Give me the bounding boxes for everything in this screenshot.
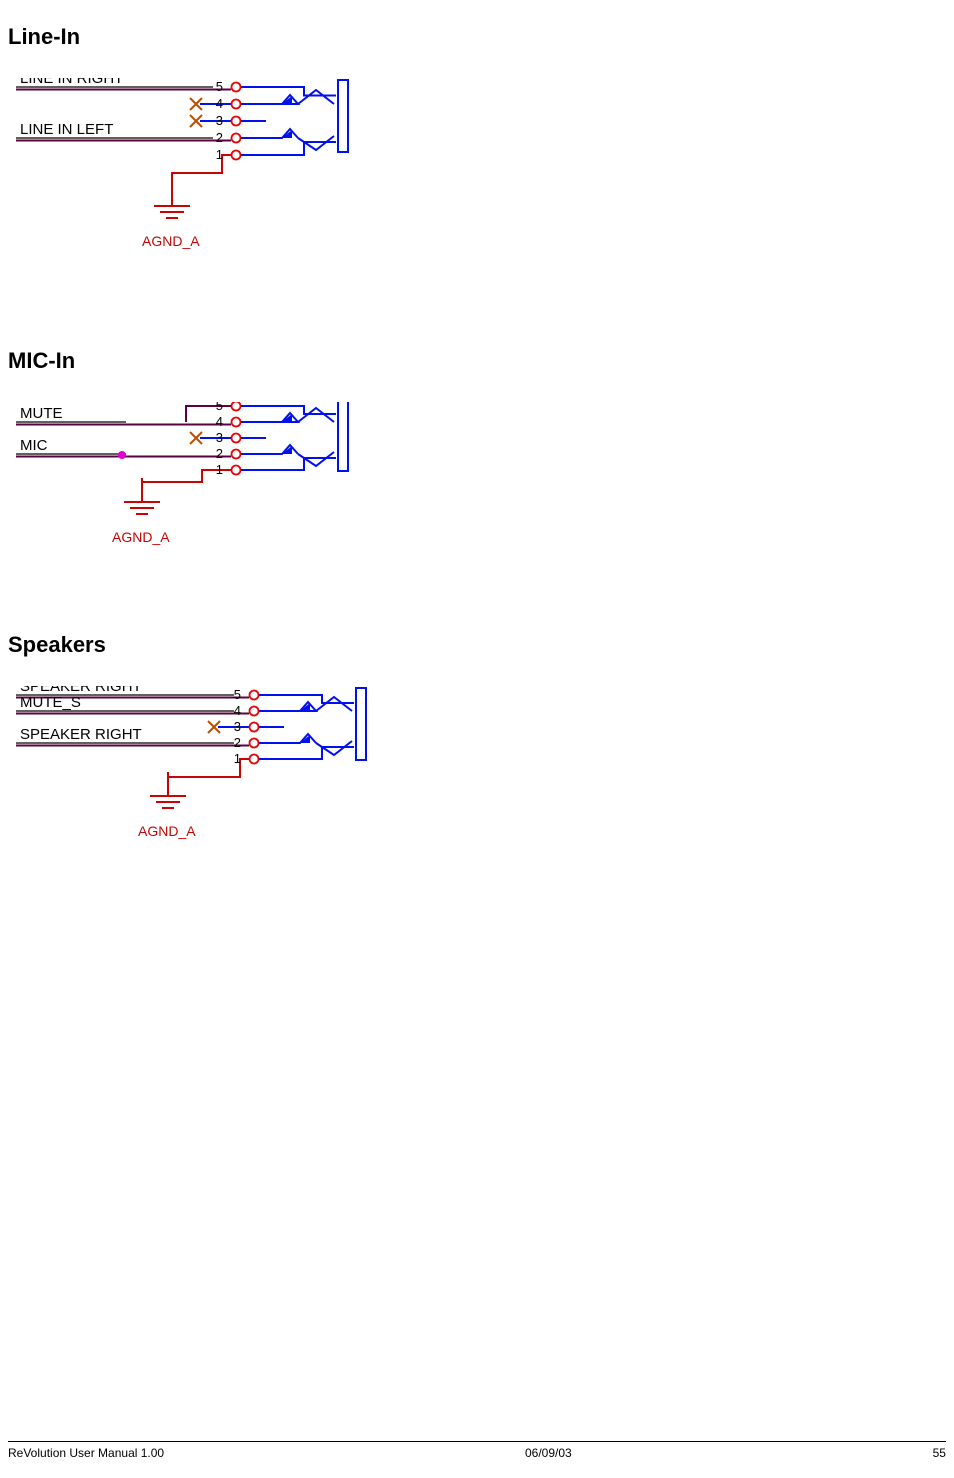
pin-number: 2 <box>234 735 241 750</box>
footer-center: 06/09/03 <box>525 1446 572 1460</box>
section-title-speakers: Speakers <box>8 632 946 658</box>
signal-line-in-right: LINE IN RIGHT <box>20 78 123 87</box>
page-footer: ReVolution User Manual 1.00 06/09/03 55 <box>8 1441 946 1460</box>
footer-left: ReVolution User Manual 1.00 <box>8 1446 164 1460</box>
signal-speaker-right: SPEAKER RIGHT <box>20 726 142 743</box>
footer-right: 55 <box>933 1446 946 1460</box>
pin-number: 5 <box>234 687 241 702</box>
section-title-micin: MIC-In <box>8 348 946 374</box>
pin-number: 5 <box>216 79 223 94</box>
agnd-label: AGND_A <box>138 823 196 839</box>
pin-number: 1 <box>216 147 223 162</box>
agnd-label: AGND_A <box>112 529 170 545</box>
pin-number: 4 <box>216 414 223 429</box>
pin-number: 2 <box>216 130 223 145</box>
signal-mute: MUTE <box>20 405 63 422</box>
pin-number: 4 <box>216 96 223 111</box>
pin-number: 1 <box>216 462 223 477</box>
diagram-linein: LINE IN RIGHT LINE IN LEFT AGND_A 1 2 3 4 5 <box>8 78 448 278</box>
pin-number: 3 <box>216 113 223 128</box>
signal-mute-s: MUTE_S <box>20 694 81 711</box>
pin-number: 5 <box>216 402 223 413</box>
pin-number: 1 <box>234 751 241 766</box>
pin-number: 2 <box>216 446 223 461</box>
signal-line-in-left: LINE IN LEFT <box>20 121 113 138</box>
diagram-micin: MUTE MIC AGND_A 12345 <box>8 402 448 572</box>
agnd-label: AGND_A <box>142 233 200 249</box>
section-title-linein: Line-In <box>8 24 946 50</box>
pin-number: 3 <box>216 430 223 445</box>
pin-number: 3 <box>234 719 241 734</box>
pin-number: 4 <box>234 703 241 718</box>
signal-mic: MIC <box>20 437 48 454</box>
diagram-speakers: SPEAKER RIGHTMUTE_SSPEAKER RIGHTAGND_A12… <box>8 686 448 876</box>
